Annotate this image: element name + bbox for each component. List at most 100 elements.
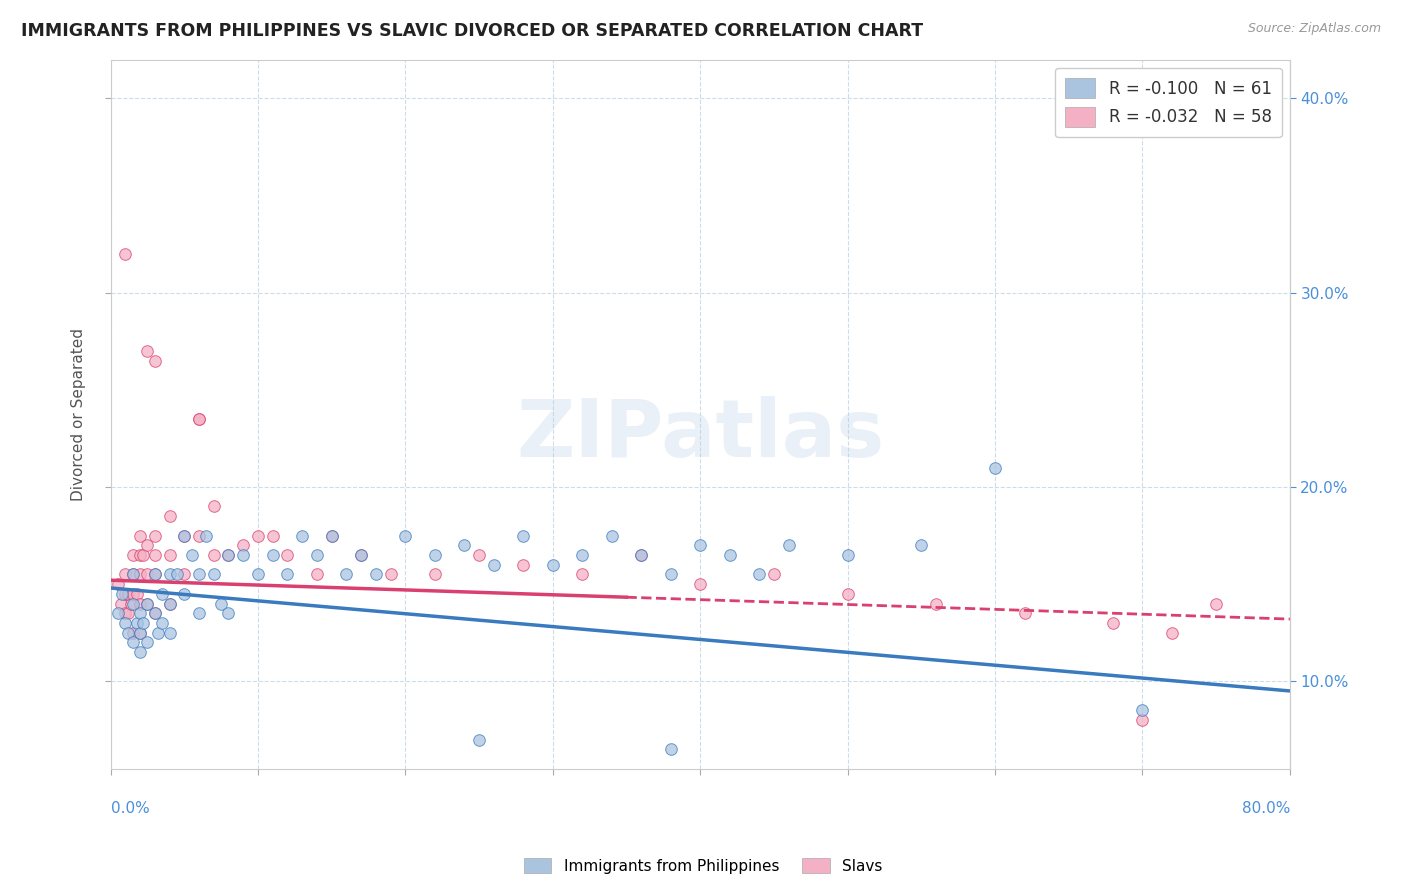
Text: 80.0%: 80.0% [1241, 800, 1289, 815]
Point [117, 587, 139, 601]
Point [143, 567, 166, 582]
Point [132, 548, 155, 562]
Legend: R = -0.100   N = 61, R = -0.032   N = 58: R = -0.100 N = 61, R = -0.032 N = 58 [1056, 68, 1282, 137]
Point [276, 548, 298, 562]
Point [910, 538, 932, 552]
Point [262, 548, 284, 562]
Point [305, 548, 328, 562]
Point [350, 548, 373, 562]
Point [512, 528, 534, 542]
Point [143, 606, 166, 620]
Point [136, 538, 159, 552]
Point [423, 567, 446, 582]
Text: ZIPatlas: ZIPatlas [516, 396, 884, 475]
Point [630, 548, 652, 562]
Point [380, 567, 402, 582]
Point [117, 606, 139, 620]
Point [136, 635, 159, 649]
Point [143, 548, 166, 562]
Point [778, 538, 800, 552]
Text: 0.0%: 0.0% [111, 800, 149, 815]
Point [202, 500, 225, 514]
Point [218, 548, 240, 562]
Point [143, 528, 166, 542]
Point [159, 625, 181, 640]
Point [114, 587, 136, 601]
Y-axis label: Divorced or Separated: Divorced or Separated [72, 327, 86, 500]
Point [468, 548, 491, 562]
Point [129, 567, 152, 582]
Point [117, 625, 139, 640]
Point [136, 597, 159, 611]
Point [482, 558, 505, 572]
Point [689, 577, 711, 591]
Point [136, 343, 159, 358]
Point [125, 587, 148, 601]
Point [121, 567, 143, 582]
Point [188, 567, 211, 582]
Point [125, 615, 148, 630]
Point [132, 615, 155, 630]
Point [188, 412, 211, 426]
Point [121, 597, 143, 611]
Point [218, 548, 240, 562]
Point [335, 567, 357, 582]
Point [173, 567, 195, 582]
Point [1102, 615, 1125, 630]
Point [571, 567, 593, 582]
Text: IMMIGRANTS FROM PHILIPPINES VS SLAVIC DIVORCED OR SEPARATED CORRELATION CHART: IMMIGRANTS FROM PHILIPPINES VS SLAVIC DI… [21, 22, 924, 40]
Point [159, 548, 181, 562]
Point [321, 528, 343, 542]
Point [232, 548, 254, 562]
Point [468, 732, 491, 747]
Point [150, 615, 173, 630]
Point [173, 587, 195, 601]
Point [246, 567, 269, 582]
Point [232, 538, 254, 552]
Point [1132, 713, 1154, 727]
Point [173, 528, 195, 542]
Point [121, 625, 143, 640]
Point [202, 548, 225, 562]
Point [136, 597, 159, 611]
Point [423, 548, 446, 562]
Point [512, 558, 534, 572]
Point [188, 606, 211, 620]
Point [689, 538, 711, 552]
Point [114, 567, 136, 582]
Point [837, 587, 859, 601]
Point [121, 548, 143, 562]
Point [762, 567, 785, 582]
Point [129, 645, 152, 659]
Point [107, 606, 129, 620]
Text: Source: ZipAtlas.com: Source: ZipAtlas.com [1247, 22, 1381, 36]
Point [718, 548, 741, 562]
Point [120, 597, 142, 611]
Point [394, 528, 416, 542]
Point [143, 606, 166, 620]
Point [121, 567, 143, 582]
Point [209, 597, 232, 611]
Legend: Immigrants from Philippines, Slavs: Immigrants from Philippines, Slavs [517, 852, 889, 880]
Point [114, 247, 136, 261]
Point [166, 567, 188, 582]
Point [146, 625, 169, 640]
Point [188, 412, 211, 426]
Point [291, 528, 314, 542]
Point [659, 742, 682, 756]
Point [121, 635, 143, 649]
Point [984, 460, 1007, 475]
Point [305, 567, 328, 582]
Point [159, 597, 181, 611]
Point [136, 567, 159, 582]
Point [107, 577, 129, 591]
Point [748, 567, 770, 582]
Point [925, 597, 948, 611]
Point [143, 567, 166, 582]
Point [129, 528, 152, 542]
Point [188, 528, 211, 542]
Point [159, 567, 181, 582]
Point [129, 625, 152, 640]
Point [159, 509, 181, 524]
Point [276, 567, 298, 582]
